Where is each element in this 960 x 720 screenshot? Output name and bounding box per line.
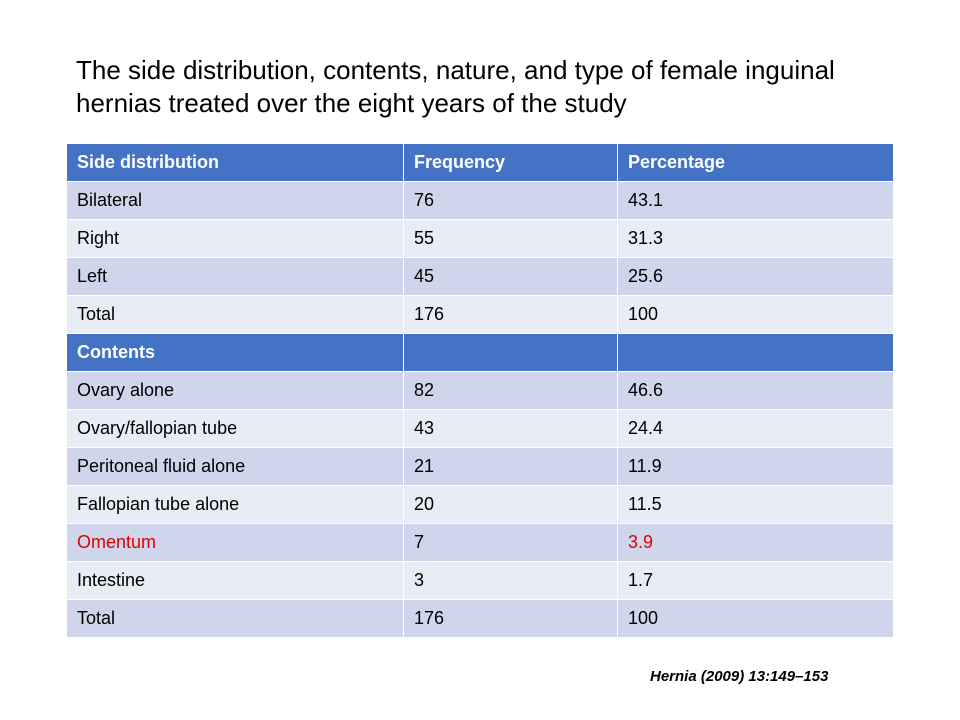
table-cell-percentage: 31.3 [617, 219, 894, 258]
table-cell-percentage: 100 [617, 599, 894, 638]
header-cell-frequency: Frequency [403, 143, 618, 182]
table-cell-percentage: 11.9 [617, 447, 894, 486]
table-cell-frequency: 21 [403, 447, 618, 486]
contents-header-row: Contents [66, 333, 894, 372]
table-row: Ovary alone 82 46.6 [66, 371, 894, 410]
table-cell-frequency: 82 [403, 371, 618, 410]
header-cell-percentage: Percentage [617, 143, 894, 182]
table-cell-label: Fallopian tube alone [66, 485, 404, 524]
table-cell-percentage: 1.7 [617, 561, 894, 600]
table-cell-label: Total [66, 599, 404, 638]
table-cell-percentage: 46.6 [617, 371, 894, 410]
table-cell-label-highlighted: Omentum [66, 523, 404, 562]
header-cell-contents: Contents [66, 333, 404, 372]
table-cell-frequency: 176 [403, 599, 618, 638]
table-row: Ovary/fallopian tube 43 24.4 [66, 409, 894, 448]
table-cell-frequency: 3 [403, 561, 618, 600]
slide-title: The side distribution, contents, nature,… [76, 55, 835, 118]
table-cell-label: Total [66, 295, 404, 334]
table-cell-percentage: 100 [617, 295, 894, 334]
table-cell-label: Intestine [66, 561, 404, 600]
table-cell-label: Ovary/fallopian tube [66, 409, 404, 448]
table-cell-label: Left [66, 257, 404, 296]
table-row: Intestine 3 1.7 [66, 561, 894, 600]
table-row: Total 176 100 [66, 295, 894, 334]
header-cell-empty [617, 333, 894, 372]
table-row-highlighted: Omentum 7 3.9 [66, 523, 894, 562]
table-row: Peritoneal fluid alone 21 11.9 [66, 447, 894, 486]
table-cell-frequency: 76 [403, 181, 618, 220]
table-cell-frequency: 176 [403, 295, 618, 334]
table-row: Bilateral 76 43.1 [66, 181, 894, 220]
table-cell-percentage: 11.5 [617, 485, 894, 524]
header-cell-empty [403, 333, 618, 372]
table-row: Total 176 100 [66, 599, 894, 638]
table-cell-frequency: 20 [403, 485, 618, 524]
table-row: Right 55 31.3 [66, 219, 894, 258]
table-cell-frequency: 43 [403, 409, 618, 448]
table-row: Fallopian tube alone 20 11.5 [66, 485, 894, 524]
table-cell-label: Bilateral [66, 181, 404, 220]
table-cell-frequency: 45 [403, 257, 618, 296]
table-header-row: Side distribution Frequency Percentage [66, 143, 894, 182]
table-cell-frequency: 55 [403, 219, 618, 258]
citation: Hernia (2009) 13:149–153 [650, 668, 829, 685]
table-cell-label: Ovary alone [66, 371, 404, 410]
table-cell-label: Peritoneal fluid alone [66, 447, 404, 486]
header-cell-side-distribution: Side distribution [66, 143, 404, 182]
table-row: Left 45 25.6 [66, 257, 894, 296]
hernia-table: Side distribution Frequency Percentage B… [66, 143, 894, 638]
table-cell-percentage: 43.1 [617, 181, 894, 220]
table-cell-frequency: 7 [403, 523, 618, 562]
table-cell-percentage: 25.6 [617, 257, 894, 296]
table-cell-percentage-highlighted: 3.9 [617, 523, 894, 562]
table-cell-label: Right [66, 219, 404, 258]
table-cell-percentage: 24.4 [617, 409, 894, 448]
